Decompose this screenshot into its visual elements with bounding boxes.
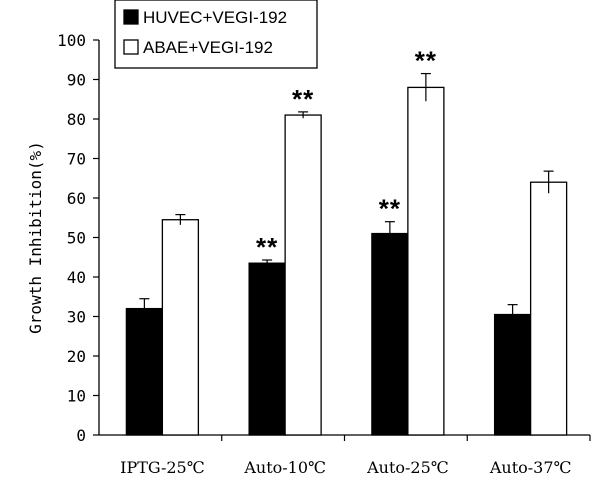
legend xyxy=(114,0,318,69)
y-tick-label: 0 xyxy=(76,426,86,445)
y-tick-label: 40 xyxy=(67,268,86,287)
bar-huvec xyxy=(371,232,409,436)
y-tick-label: 70 xyxy=(67,150,86,169)
y-tick-label: 50 xyxy=(67,229,86,248)
bar-huvec xyxy=(493,313,532,436)
significance-annotation: ** xyxy=(379,194,401,224)
x-tick-label: Auto-10℃ xyxy=(243,458,326,477)
y-tick-label: 10 xyxy=(67,387,86,406)
legend-swatch xyxy=(123,9,139,25)
bar-abae xyxy=(284,114,322,436)
bar-abae xyxy=(161,219,200,436)
y-axis-label: Growth Inhibition(%) xyxy=(26,141,45,334)
bar-abae xyxy=(407,86,445,436)
y-tick-label: 30 xyxy=(67,308,86,327)
y-tick-label: 20 xyxy=(67,347,86,366)
x-tick-label: Auto-25℃ xyxy=(366,458,449,477)
significance-annotation: ** xyxy=(292,84,314,114)
significance-annotation: ** xyxy=(256,232,278,262)
x-tick-label: Auto-37℃ xyxy=(489,458,572,477)
y-tick-label: 100 xyxy=(57,31,86,50)
y-tick-label: 80 xyxy=(67,110,86,129)
x-tick-label: IPTG-25℃ xyxy=(120,458,205,477)
significance-annotation: ** xyxy=(415,46,437,76)
legend-swatch xyxy=(123,39,139,55)
legend-label: ABAE+VEGI-192 xyxy=(143,38,273,57)
bar-abae xyxy=(529,181,568,436)
y-tick-label: 90 xyxy=(67,71,86,90)
legend-label: HUVEC+VEGI-192 xyxy=(143,8,287,27)
y-tick-label: 60 xyxy=(67,189,86,208)
bar-huvec xyxy=(248,262,286,436)
bar-huvec xyxy=(125,307,164,436)
